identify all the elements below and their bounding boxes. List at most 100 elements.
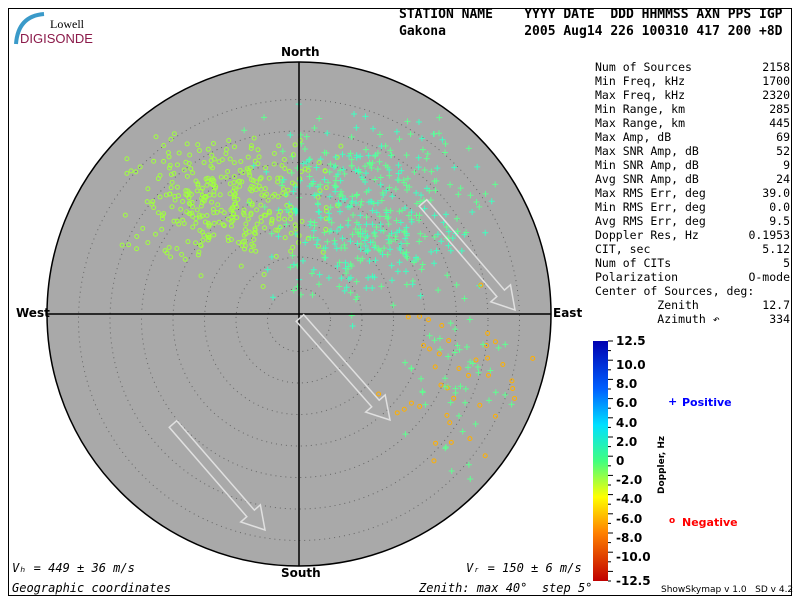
data-point-positive: [317, 214, 324, 221]
data-point-negative: [176, 150, 182, 156]
data-point-positive: [457, 383, 464, 390]
data-point-positive: [336, 259, 343, 266]
data-point-negative: [267, 210, 273, 216]
data-point-positive: [362, 178, 369, 185]
data-point-positive: [367, 239, 374, 246]
data-point-positive: [342, 265, 349, 272]
data-point-positive: [325, 179, 332, 186]
data-point-negative: [198, 242, 204, 248]
data-point-positive: [409, 281, 416, 288]
data-point-positive: [419, 261, 426, 268]
data-point-positive: [333, 245, 340, 252]
data-point-negative: [478, 282, 484, 288]
data-point-negative: [444, 412, 450, 418]
colorbar: [593, 341, 608, 581]
data-point-negative: [230, 217, 236, 223]
data-point-negative: [465, 372, 471, 378]
data-point-negative: [196, 148, 202, 154]
data-point-positive: [473, 199, 480, 206]
stat-value: 285: [769, 102, 790, 116]
data-point-negative: [485, 372, 491, 378]
data-point-positive: [404, 186, 411, 193]
data-point-negative: [456, 365, 462, 371]
data-point-negative: [276, 143, 282, 149]
data-point-negative: [209, 152, 215, 158]
data-point-positive: [376, 131, 383, 138]
data-point-negative: [218, 174, 224, 180]
data-point-negative: [401, 406, 407, 412]
stat-label: Max RMS Err, deg: [595, 186, 706, 200]
data-point-negative: [159, 213, 165, 219]
data-point-positive: [465, 145, 472, 152]
data-point-positive: [337, 167, 344, 174]
data-point-positive: [306, 173, 313, 180]
zenith-ring: [204, 225, 394, 415]
data-point-positive: [348, 156, 355, 163]
data-point-positive: [422, 401, 429, 408]
data-point-negative: [200, 237, 206, 243]
data-point-negative: [169, 204, 175, 210]
data-point-positive: [326, 168, 333, 175]
data-point-positive: [467, 192, 474, 199]
data-point-positive: [433, 247, 440, 254]
data-point-positive: [288, 170, 295, 177]
data-point-positive: [307, 156, 314, 163]
data-point-positive: [379, 251, 386, 258]
data-point-negative: [265, 197, 271, 203]
data-point-positive: [338, 275, 345, 282]
data-point-positive: [421, 233, 428, 240]
data-point-positive: [339, 235, 346, 242]
data-point-negative: [151, 158, 157, 164]
data-point-positive: [314, 236, 321, 243]
data-point-positive: [447, 247, 454, 254]
data-point-positive: [455, 412, 462, 419]
data-point-negative: [187, 152, 193, 158]
data-point-negative: [198, 273, 204, 279]
data-point-positive: [421, 205, 428, 212]
data-point-positive: [401, 228, 408, 235]
data-point-negative: [225, 234, 231, 240]
data-point-negative: [174, 184, 180, 190]
data-point-positive: [444, 272, 451, 279]
data-point-negative: [293, 226, 299, 232]
data-point-positive: [343, 284, 350, 291]
data-point-negative: [246, 170, 252, 176]
data-point-negative: [269, 216, 275, 222]
stat-value: O-mode: [748, 270, 790, 284]
stat-label: Num of Sources: [595, 60, 692, 74]
data-point-positive: [310, 227, 317, 234]
data-point-positive: [361, 237, 368, 244]
data-point-positive: [358, 174, 365, 181]
data-point-negative: [234, 215, 240, 221]
stat-value: 0.0: [769, 200, 790, 214]
stat-label: Max SNR Amp, dB: [595, 144, 699, 158]
stat-value: 334: [769, 312, 790, 326]
data-point-positive: [280, 176, 287, 183]
data-point-negative: [315, 194, 321, 200]
data-point-positive: [448, 467, 455, 474]
data-point-positive: [303, 133, 310, 140]
data-point-negative: [275, 175, 281, 181]
data-point-negative: [408, 400, 414, 406]
data-point-positive: [445, 353, 452, 360]
data-point-negative: [302, 166, 308, 172]
data-point-negative: [197, 228, 203, 234]
data-point-positive: [260, 114, 267, 121]
data-point-positive: [372, 176, 379, 183]
data-point-positive: [398, 240, 405, 247]
data-point-positive: [384, 164, 391, 171]
data-point-positive: [408, 218, 415, 225]
data-point-positive: [390, 302, 397, 309]
data-point-negative: [194, 207, 200, 213]
data-point-positive: [313, 241, 320, 248]
data-point-positive: [377, 174, 384, 181]
data-point-negative: [128, 168, 134, 174]
data-point-positive: [333, 183, 340, 190]
data-point-positive: [465, 461, 472, 468]
data-point-negative: [208, 163, 214, 169]
data-point-negative: [299, 218, 305, 224]
data-point-positive: [403, 182, 410, 189]
data-point-negative: [229, 205, 235, 211]
